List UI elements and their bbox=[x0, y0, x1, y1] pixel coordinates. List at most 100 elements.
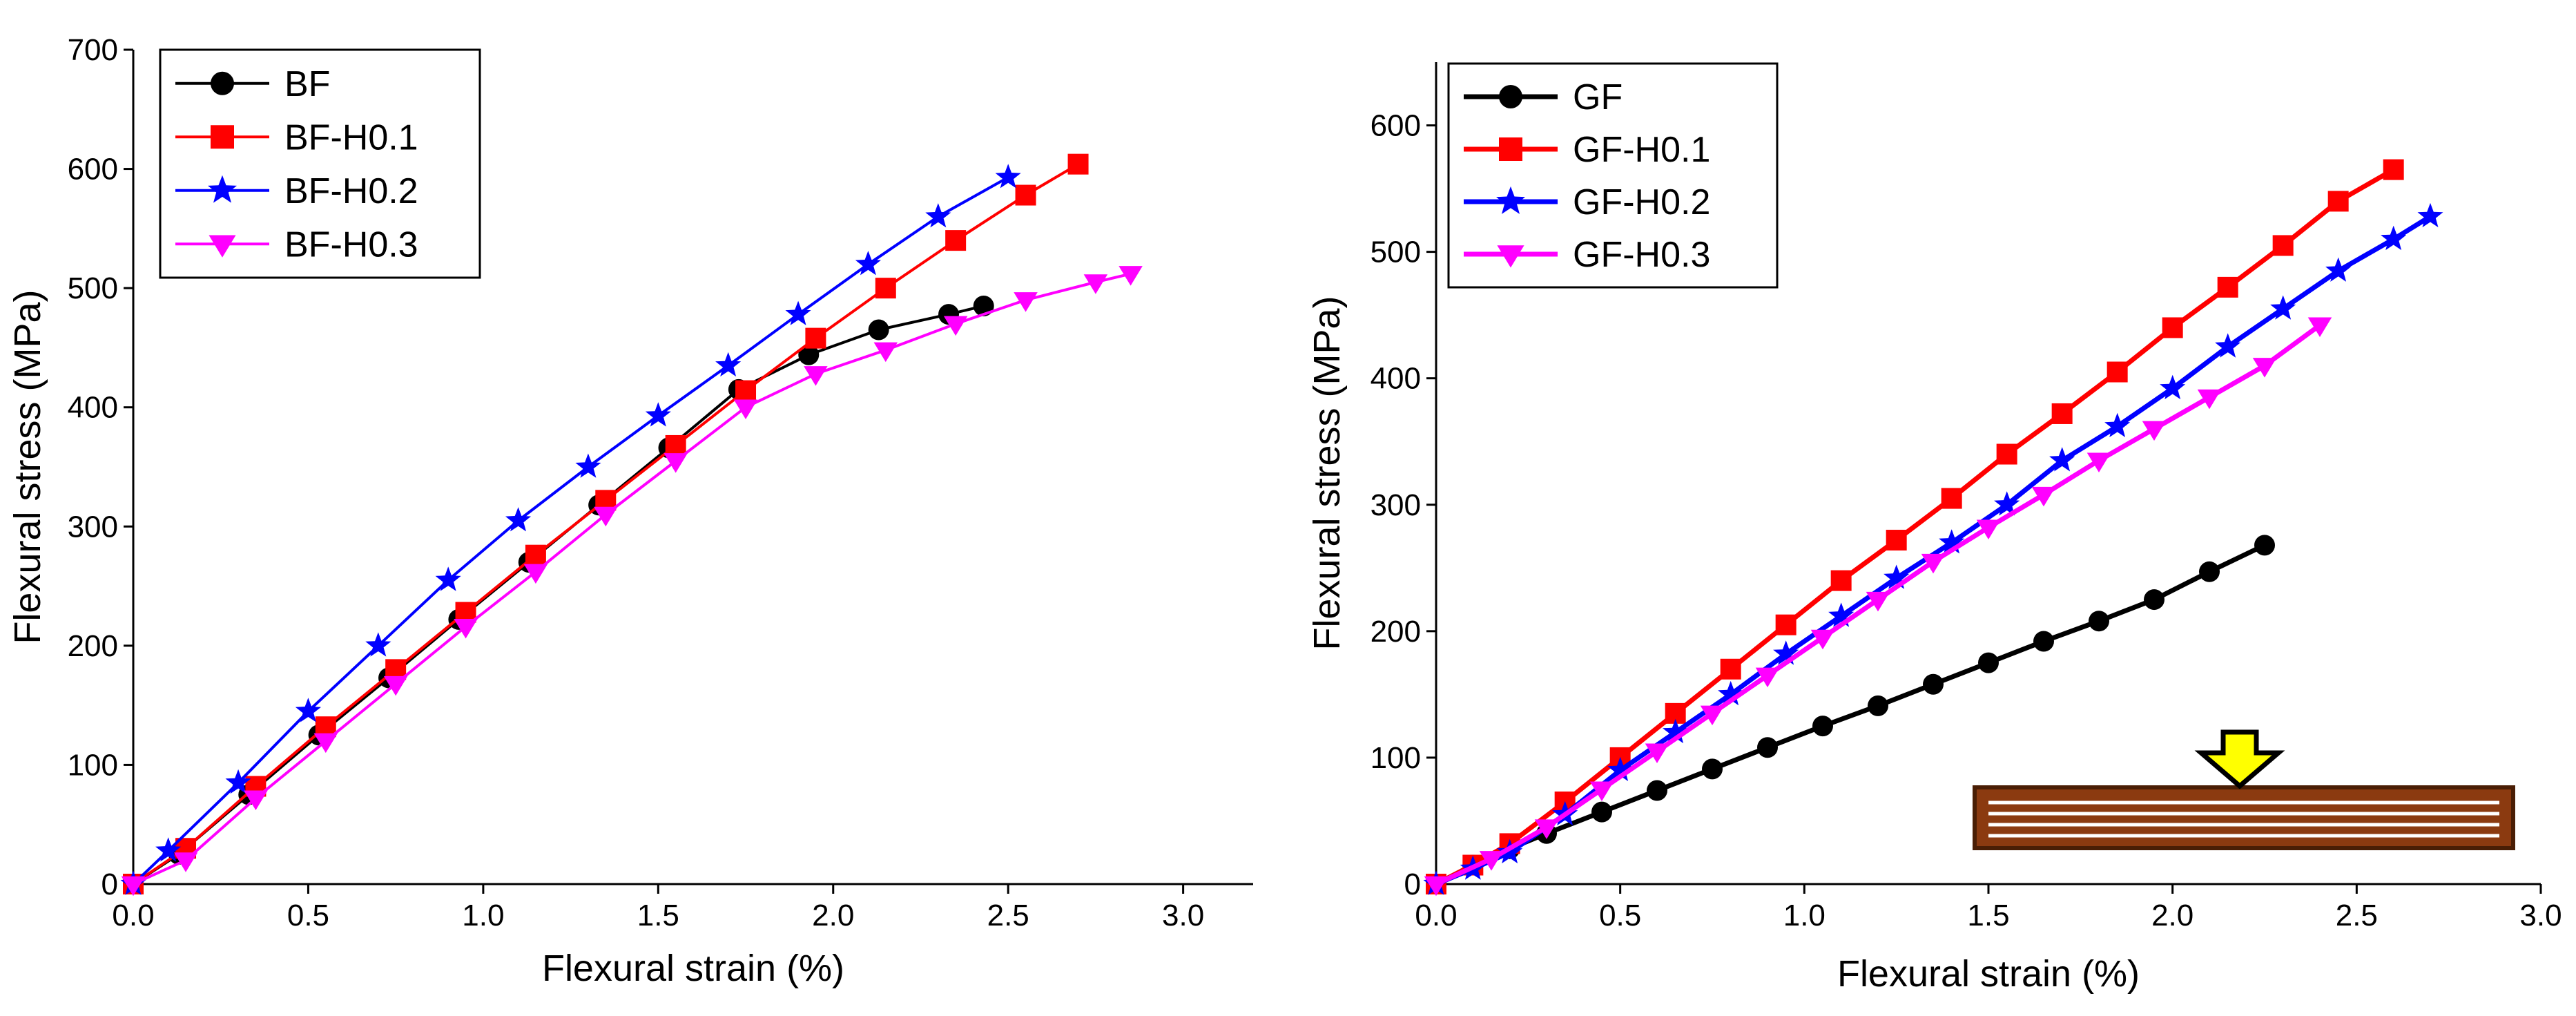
data-point-bf-h0.2 bbox=[505, 507, 532, 532]
legend-marker-gf-h0.1 bbox=[1499, 137, 1522, 161]
data-point-bf-h0.3 bbox=[664, 453, 688, 473]
y-tick-label: 100 bbox=[1371, 741, 1421, 775]
data-point-gf-h0.2 bbox=[1828, 602, 1854, 627]
y-axis-label: Flexural stress (MPa) bbox=[1306, 296, 1348, 650]
y-tick-label: 200 bbox=[68, 629, 118, 663]
legend-marker-gf-h0.2 bbox=[1496, 186, 1525, 214]
data-point-bf-h0.3 bbox=[523, 564, 548, 584]
data-point-gf-h0.2 bbox=[2325, 257, 2352, 282]
data-point-gf bbox=[1702, 758, 1723, 780]
data-point-bf-h0.3 bbox=[804, 366, 828, 386]
x-tick-label: 0.0 bbox=[112, 899, 154, 932]
data-point-gf bbox=[2144, 589, 2165, 611]
data-point-bf-h0.3 bbox=[383, 675, 408, 696]
data-point-gf-h0.1 bbox=[2051, 403, 2073, 424]
data-point-gf bbox=[2033, 631, 2054, 652]
y-tick-label: 100 bbox=[68, 748, 118, 782]
data-point-gf-h0.3 bbox=[1976, 519, 2001, 539]
data-point-gf-h0.2 bbox=[2381, 225, 2407, 251]
data-point-gf-h0.2 bbox=[1497, 838, 1523, 863]
data-point-bf-h0.2 bbox=[995, 164, 1021, 189]
x-tick-label: 3.0 bbox=[2519, 899, 2562, 932]
data-point-bf-h0.1 bbox=[945, 230, 967, 251]
data-point-bf-h0.1 bbox=[805, 327, 826, 349]
data-point-bf bbox=[798, 344, 820, 365]
data-point-bf-h0.2 bbox=[715, 352, 742, 377]
data-point-gf-h0.1 bbox=[1720, 658, 1741, 680]
data-point-gf-h0.2 bbox=[1994, 491, 2020, 516]
legend-entry-gf-h0.1: GF-H0.1 bbox=[1573, 130, 1710, 170]
y-tick-label: 500 bbox=[1371, 236, 1421, 269]
data-point-bf-h0.3 bbox=[1014, 292, 1038, 312]
data-point-gf-h0.3 bbox=[1921, 553, 1946, 574]
data-point-gf-h0.1 bbox=[1775, 614, 1797, 635]
data-point-gf-h0.2 bbox=[1663, 718, 1689, 744]
data-point-bf-h0.3 bbox=[1118, 266, 1143, 286]
x-tick-label: 0.0 bbox=[1415, 899, 1457, 932]
x-tick-label: 1.5 bbox=[1967, 899, 2009, 932]
data-point-gf-h0.2 bbox=[1883, 564, 1910, 589]
y-tick-label: 300 bbox=[1371, 488, 1421, 522]
data-point-gf-h0.3 bbox=[1700, 705, 1725, 726]
data-point-gf-h0.2 bbox=[2104, 412, 2131, 437]
data-point-gf-h0.3 bbox=[1810, 629, 1835, 650]
data-point-gf-h0.1 bbox=[2327, 191, 2349, 212]
data-point-bf-h0.3 bbox=[173, 852, 198, 872]
legend-marker-bf bbox=[211, 71, 234, 95]
legend-marker-bf-h0.1 bbox=[211, 125, 234, 149]
data-point-gf-h0.1 bbox=[1941, 488, 1962, 509]
y-tick-label: 0 bbox=[101, 868, 118, 901]
left-chart-panel: 0.0 0.5 1.0 1.5 2.0 2.5 3.0 0 100 200 300 400 500 600… bbox=[7, 33, 1253, 989]
legend-entry-bf-h0.1: BF-H0.1 bbox=[284, 117, 418, 157]
data-point-gf-h0.3 bbox=[2252, 358, 2277, 378]
data-point-bf-h0.1 bbox=[1067, 153, 1089, 175]
data-point-gf-h0.2 bbox=[1773, 640, 1799, 665]
data-point-bf-h0.3 bbox=[313, 733, 338, 754]
legend-entry-gf-h0.3: GF-H0.3 bbox=[1573, 235, 1710, 275]
y-tick-label: 300 bbox=[68, 510, 118, 544]
y-axis-label: Flexural stress (MPa) bbox=[7, 289, 48, 644]
x-tick-label: 2.0 bbox=[812, 899, 854, 932]
data-point-gf-h0.2 bbox=[1607, 756, 1634, 781]
legend-entry-bf-h0.3: BF-H0.3 bbox=[284, 224, 418, 265]
load-arrow-icon bbox=[2194, 729, 2285, 789]
y-tick-label: 500 bbox=[68, 271, 118, 305]
x-tick-label: 0.5 bbox=[287, 899, 329, 932]
data-point-bf-h0.2 bbox=[365, 632, 391, 657]
x-tick-label: 2.0 bbox=[2151, 899, 2194, 932]
data-point-gf-h0.1 bbox=[2217, 276, 2238, 298]
data-point-gf-h0.3 bbox=[1645, 743, 1669, 764]
data-point-gf-h0.3 bbox=[1589, 781, 1614, 801]
specimen-beam bbox=[1973, 785, 2515, 850]
data-point-bf-h0.2 bbox=[645, 402, 671, 427]
data-point-gf-h0.3 bbox=[2086, 452, 2111, 472]
data-point-gf bbox=[1812, 716, 1833, 737]
legend-marker-bf-h0.3 bbox=[209, 235, 236, 258]
legend-marker-gf-h0.3 bbox=[1497, 245, 1524, 268]
y-tick-label: 400 bbox=[68, 391, 118, 425]
legend-entry-gf-h0.2: GF-H0.2 bbox=[1573, 182, 1710, 222]
data-point-gf-h0.3 bbox=[1866, 591, 1890, 612]
legend-marker-gf bbox=[1499, 85, 1522, 108]
x-tick-label: 2.5 bbox=[987, 899, 1029, 932]
data-point-gf-h0.3 bbox=[1424, 876, 1449, 897]
data-point-gf bbox=[2254, 535, 2275, 556]
data-point-gf-h0.1 bbox=[1996, 443, 2017, 465]
data-point-bf-h0.3 bbox=[943, 316, 968, 336]
legend-entry-gf: GF bbox=[1573, 77, 1623, 117]
data-point-gf-h0.2 bbox=[2160, 374, 2186, 400]
x-tick-label: 2.5 bbox=[2336, 899, 2378, 932]
series-line-bf-h0.3 bbox=[133, 272, 1132, 885]
x-tick-label: 1.0 bbox=[462, 899, 504, 932]
data-point-gf bbox=[1923, 673, 1944, 695]
data-point-bf-h0.3 bbox=[594, 506, 618, 527]
data-point-gf-h0.2 bbox=[1939, 529, 1965, 554]
data-point-gf-h0.2 bbox=[2417, 202, 2443, 228]
data-point-gf bbox=[1757, 737, 1778, 758]
data-point-bf-h0.2 bbox=[155, 837, 182, 862]
x-tick-label: 0.5 bbox=[1599, 899, 1641, 932]
data-point-gf bbox=[1591, 801, 1612, 823]
data-point-bf-h0.3 bbox=[873, 342, 898, 363]
y-tick-label: 600 bbox=[68, 153, 118, 186]
data-point-gf-h0.1 bbox=[2162, 317, 2183, 338]
